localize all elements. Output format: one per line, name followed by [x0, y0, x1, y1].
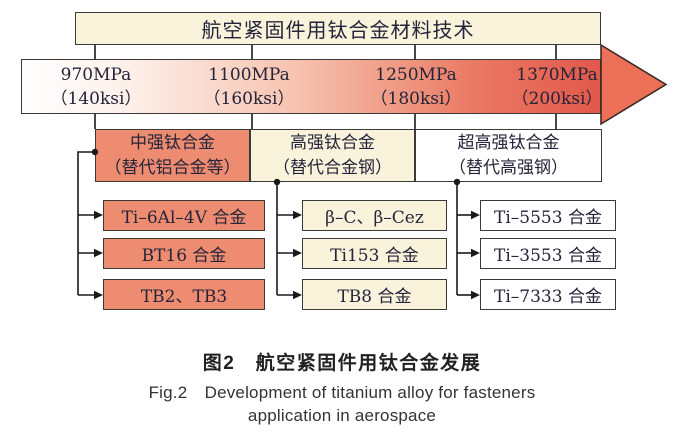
caption-english-line2: application in aerospace	[247, 406, 437, 425]
category-name: 中强钛合金	[130, 132, 215, 153]
alloy-box: Ti–5553 合金	[480, 200, 616, 231]
alloy-label: Ti–7333 合金	[494, 287, 602, 307]
category-high-strength: 高强钛合金 （替代合金钢）	[250, 129, 415, 182]
mpa-value: 1370MPa	[516, 64, 598, 85]
alloy-box: Ti153 合金	[302, 238, 447, 269]
alloy-label: TB2、TB3	[140, 287, 228, 307]
strength-level-3: 1250MPa （180ksi）	[346, 60, 486, 113]
strength-level-2: 1100MPa （160ksi）	[179, 60, 319, 113]
alloy-box: Ti–6Al–4V 合金	[103, 200, 265, 231]
alloy-label: Ti153 合金	[330, 246, 419, 266]
category-note: （替代铝合金等）	[104, 157, 241, 178]
diagram-title-text: 航空紧固件用钛合金材料技术	[201, 18, 475, 42]
alloy-label: BT16 合金	[141, 246, 227, 266]
ksi-value: （180ksi）	[370, 88, 462, 109]
caption-english-line1: Fig.2 Development of titanium alloy for …	[148, 383, 536, 402]
category-note: （替代合金钢）	[273, 157, 392, 178]
alloy-box: β–C、β–Cez	[302, 200, 447, 231]
caption-chinese: 图2 航空紧固件用钛合金发展	[202, 353, 482, 374]
diagram-title: 航空紧固件用钛合金材料技术	[75, 12, 601, 45]
mpa-value: 1250MPa	[375, 64, 457, 85]
mpa-value: 1100MPa	[208, 64, 290, 85]
alloy-box: BT16 合金	[103, 238, 265, 269]
alloy-label: Ti–5553 合金	[494, 208, 602, 228]
strength-level-4: 1370MPa （200ksi）	[487, 60, 627, 113]
alloy-label: β–C、β–Cez	[325, 208, 424, 228]
ksi-value: （140ksi）	[50, 88, 142, 109]
category-medium-strength: 中强钛合金 （替代铝合金等）	[95, 129, 250, 182]
alloy-label: TB8 合金	[337, 287, 412, 307]
category-ultra-high-strength: 超高强钛合金 （替代高强钢）	[415, 129, 602, 182]
alloy-box: TB8 合金	[302, 279, 447, 310]
alloy-label: Ti–3553 合金	[494, 246, 602, 266]
alloy-box: Ti–7333 合金	[480, 279, 616, 310]
alloy-box: Ti–3553 合金	[480, 238, 616, 269]
ksi-value: （200ksi）	[511, 88, 603, 109]
alloy-box: TB2、TB3	[103, 279, 265, 310]
alloy-label: Ti–6Al–4V 合金	[121, 208, 247, 228]
category-name: 高强钛合金	[290, 132, 375, 153]
mpa-value: 970MPa	[60, 64, 132, 85]
ksi-value: （160ksi）	[203, 88, 295, 109]
category-name: 超高强钛合金	[457, 132, 560, 153]
category-note: （替代高强钢）	[449, 157, 568, 178]
strength-axis-arrow: 970MPa （140ksi） 1100MPa （160ksi） 1250MPa…	[21, 59, 602, 114]
strength-level-1: 970MPa （140ksi）	[26, 60, 166, 113]
